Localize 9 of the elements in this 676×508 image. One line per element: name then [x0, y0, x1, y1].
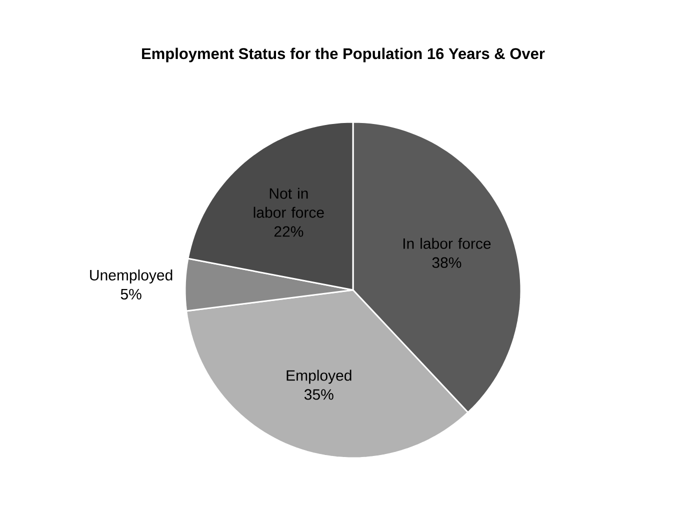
slice-label: In labor force: [403, 238, 491, 249]
data-label: 38%: [432, 257, 462, 268]
slice-label: Not in labor force: [254, 188, 324, 218]
data-label: 5%: [120, 288, 142, 300]
data-label: 35%: [304, 389, 334, 400]
chart-title: Employment Status for the Population 16 Years & Over: [142, 48, 545, 62]
data-label: 22%: [274, 226, 304, 237]
slice-label: Unemployed: [90, 269, 172, 284]
slice-label: Employed: [286, 370, 352, 384]
